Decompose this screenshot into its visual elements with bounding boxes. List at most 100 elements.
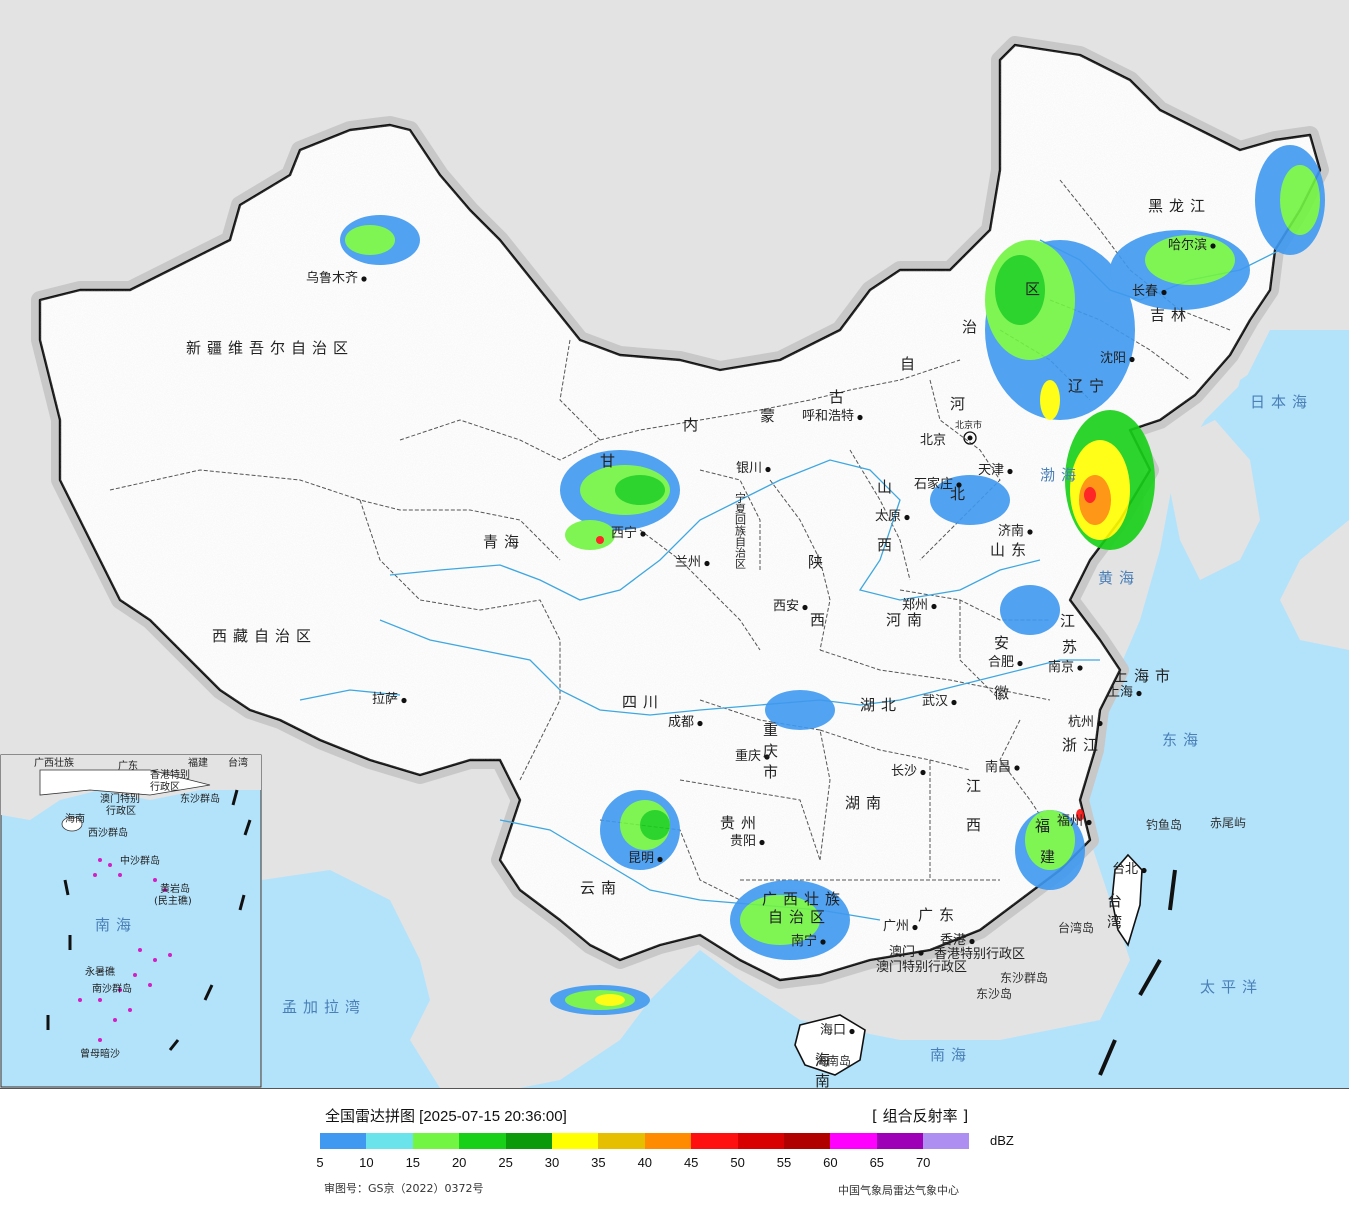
inset-dongsha: 东沙群岛 — [180, 792, 220, 805]
city-hongkong: 香港 — [940, 933, 966, 948]
city-chongqing: 重庆 — [735, 748, 761, 764]
label-shanghai: 上海市 — [1113, 667, 1176, 685]
color-swatch-2 — [412, 1133, 460, 1149]
sea-pacific: 太平洋 — [1200, 978, 1263, 996]
label-guangxi-2: 自治区 — [768, 908, 831, 926]
city-dot — [931, 603, 937, 610]
label-jiangsu-su: 苏 — [1062, 638, 1083, 656]
legend-title: 全国雷达拼图 [2025-07-15 20:36:00] — [325, 1108, 567, 1125]
inset-huangyan-2: (民主礁) — [154, 894, 192, 907]
city-haikou: 海口 — [820, 1023, 846, 1038]
japan-land — [1280, 520, 1349, 650]
city-dot — [401, 697, 407, 704]
taiwan-island — [1111, 853, 1143, 947]
city-dot — [1161, 289, 1167, 296]
hainan-island — [794, 1014, 866, 1076]
city-shenyang: 沈阳 — [1100, 351, 1126, 366]
city-dot — [657, 856, 663, 863]
inset-zhongsha: 中沙群岛 — [120, 854, 160, 867]
island-labels: 钓鱼岛 赤尾屿 台湾岛 东沙群岛 东沙岛 海南岛 — [815, 816, 1246, 1068]
city-changchun: 长春 — [1132, 284, 1158, 299]
inset-taiwan: 台湾 — [228, 756, 248, 769]
inset-macau-2: 行政区 — [106, 804, 136, 817]
label-fujian-fu: 福 — [1035, 817, 1056, 835]
label-liaoning: 辽宁 — [1068, 377, 1110, 395]
city-dot — [956, 482, 962, 488]
label-jiangxi-jiang: 江 — [966, 777, 987, 795]
city-dot — [1077, 665, 1083, 671]
color-swatch-7 — [644, 1133, 692, 1149]
city-harbin: 哈尔滨 — [1168, 237, 1207, 253]
label-neimenggu-zhi: 治 — [962, 318, 983, 336]
sea-yellow: 黄海 — [1098, 569, 1140, 587]
island-chiwei: 赤尾屿 — [1210, 816, 1246, 830]
label-neimenggu-gu: 古 — [829, 388, 850, 406]
city-fuzhou: 福州 — [1057, 814, 1083, 829]
city-nanchang: 南昌 — [985, 759, 1011, 775]
label-guangxi-1: 广西壮族 — [762, 890, 846, 908]
color-swatch-6 — [598, 1133, 645, 1149]
legend-panel: 全国雷达拼图 [2025-07-15 20:36:00] [ 组合反射率 ] 5… — [0, 1088, 1349, 1209]
label-hunan: 湖南 — [845, 794, 887, 812]
label-zhejiang: 浙江 — [1062, 736, 1104, 754]
sea-east: 东海 — [1162, 731, 1204, 749]
inset-labels: 广西壮族 广东 福建 台湾 香港特别 行政区 澳门特别 行政区 东沙群岛 海南 … — [34, 756, 248, 1060]
label-anhui-hui: 徽 — [994, 684, 1015, 702]
label-hebei-he: 河 — [950, 395, 971, 413]
inset-fujian: 福建 — [188, 756, 208, 769]
city-wuhan: 武汉 — [922, 694, 948, 709]
color-scale-tick: 65 — [869, 1155, 885, 1170]
inset-hongkong-2: 行政区 — [150, 780, 180, 793]
inset-hongkong: 香港特别 — [150, 769, 190, 781]
city-hangzhou: 杭州 — [1068, 715, 1094, 730]
city-dot — [640, 531, 646, 537]
color-scale-tick: 35 — [591, 1155, 606, 1170]
color-scale-tick: 25 — [498, 1155, 513, 1170]
label-hongkong: 香港特别行政区 — [934, 947, 1025, 962]
color-swatch-13 — [923, 1133, 970, 1149]
label-neimenggu-zi: 自 — [900, 355, 921, 373]
city-dot — [904, 514, 910, 521]
color-swatch-12 — [876, 1133, 924, 1149]
city-dot — [765, 466, 771, 473]
inset-zengmu: 曾母暗沙 — [80, 1047, 120, 1060]
label-neimenggu-nei: 内 — [683, 416, 704, 434]
city-dot — [951, 699, 957, 706]
map-approval-number: 审图号：GS京（2022）0372号 — [324, 1182, 484, 1195]
label-henan: 河南 — [886, 611, 928, 629]
island-diaoyu: 钓鱼岛 — [1146, 817, 1182, 832]
city-zhengzhou: 郑州 — [902, 598, 928, 613]
city-chengdu: 成都 — [668, 715, 694, 730]
city-kunming: 昆明 — [628, 851, 654, 866]
radar-echoes — [340, 145, 1325, 1015]
color-swatch-1 — [366, 1133, 413, 1149]
label-shaanxi-xi: 西 — [810, 611, 831, 629]
legend-unit: dBZ — [990, 1133, 1014, 1148]
sea-south: 南海 — [930, 1046, 972, 1064]
label-sichuan: 四川 — [622, 693, 664, 711]
city-taipei: 台北 — [1112, 862, 1138, 877]
city-urumqi: 乌鲁木齐 — [306, 270, 358, 286]
color-scale-tick: 10 — [359, 1155, 374, 1170]
label-fujian-jian: 建 — [1040, 848, 1061, 866]
label-hainan: 海南 — [813, 1052, 831, 1088]
island-hainan: 海南岛 — [815, 1053, 851, 1068]
color-scale-ticks: 5 10 15 20 25 30 35 40 45 50 55 60 65 70 — [300, 1155, 960, 1173]
color-swatch-4 — [505, 1133, 552, 1149]
city-beijing-municipality: 北京市 — [955, 419, 982, 431]
color-swatch-9 — [737, 1133, 784, 1149]
label-guangdong: 广东 — [918, 906, 960, 924]
legend-product: [ 组合反射率 ] — [872, 1107, 969, 1125]
city-taiyuan: 太原 — [875, 509, 901, 524]
color-scale-tick: 20 — [451, 1155, 467, 1170]
city-dot — [764, 754, 770, 760]
color-swatch-10 — [783, 1133, 831, 1149]
inset-hainan: 海南 — [65, 812, 85, 825]
city-jinan: 济南 — [998, 523, 1024, 539]
city-hohhot: 呼和浩特 — [802, 409, 854, 424]
city-tianjin: 天津 — [978, 463, 1004, 478]
ocean — [520, 330, 1349, 1088]
city-dot — [759, 839, 765, 846]
city-dot — [820, 939, 826, 945]
city-dot — [802, 604, 808, 611]
